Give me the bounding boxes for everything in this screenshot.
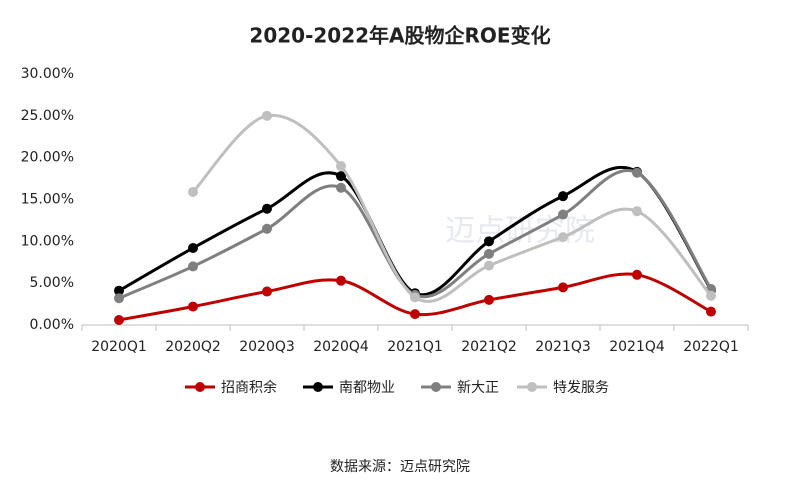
- point: [410, 292, 420, 303]
- x-tick-label: 2020Q4: [313, 339, 369, 355]
- legend-marker: [195, 382, 205, 392]
- point: [484, 260, 494, 271]
- legend-label: 南都物业: [339, 380, 395, 396]
- point: [484, 294, 494, 305]
- point: [558, 191, 568, 202]
- point: [114, 285, 124, 296]
- point: [262, 286, 272, 297]
- point: [632, 206, 642, 217]
- point: [558, 209, 568, 220]
- legend-label: 招商积余: [221, 379, 277, 396]
- point: [262, 203, 272, 214]
- y-tick-label: 30.00%: [21, 66, 74, 82]
- point: [262, 110, 272, 121]
- series-line: [191, 113, 713, 303]
- x-tick-label: 2021Q1: [387, 339, 443, 355]
- series-line: [118, 165, 713, 297]
- y-tick-label: 20.00%: [21, 150, 74, 166]
- y-tick-label: 15.00%: [21, 192, 74, 208]
- x-tick-label: 2021Q2: [461, 339, 517, 355]
- x-tick-label: 2020Q3: [239, 339, 295, 355]
- point: [706, 306, 716, 317]
- point: [188, 243, 198, 254]
- x-tick-label: 2022Q1: [683, 339, 739, 355]
- y-tick-label: 5.00%: [30, 275, 74, 291]
- chart-title: 2020-2022年A股物企ROE变化: [249, 24, 550, 48]
- point: [336, 161, 346, 172]
- point: [706, 290, 716, 301]
- point: [114, 293, 124, 304]
- point: [114, 314, 124, 325]
- point: [262, 223, 272, 234]
- legend-label: 新大正: [457, 380, 499, 396]
- y-tick-label: 10.00%: [21, 233, 74, 249]
- watermark: 迈点研究院: [445, 214, 595, 249]
- point: [558, 282, 568, 293]
- series-line: [118, 169, 713, 300]
- point: [558, 232, 568, 243]
- point: [484, 248, 494, 259]
- legend-label: 特发服务: [553, 380, 609, 396]
- point: [632, 167, 642, 178]
- legend-marker: [527, 382, 537, 392]
- y-tick-label: 0.00%: [30, 317, 74, 333]
- point: [336, 275, 346, 286]
- x-tick-label: 2020Q1: [91, 339, 147, 355]
- source-note: 数据来源：迈点研究院: [330, 459, 470, 475]
- x-tick-label: 2020Q2: [165, 339, 221, 355]
- y-tick-label: 25.00%: [21, 108, 74, 124]
- point: [336, 171, 346, 182]
- x-tick-label: 2021Q4: [609, 339, 665, 355]
- legend-marker: [313, 382, 323, 392]
- point: [632, 269, 642, 280]
- point: [188, 261, 198, 272]
- point: [484, 236, 494, 247]
- point: [336, 182, 346, 193]
- point: [188, 301, 198, 312]
- x-tick-label: 2021Q3: [535, 339, 591, 355]
- point: [410, 309, 420, 320]
- legend-marker: [431, 382, 441, 392]
- point: [188, 186, 198, 197]
